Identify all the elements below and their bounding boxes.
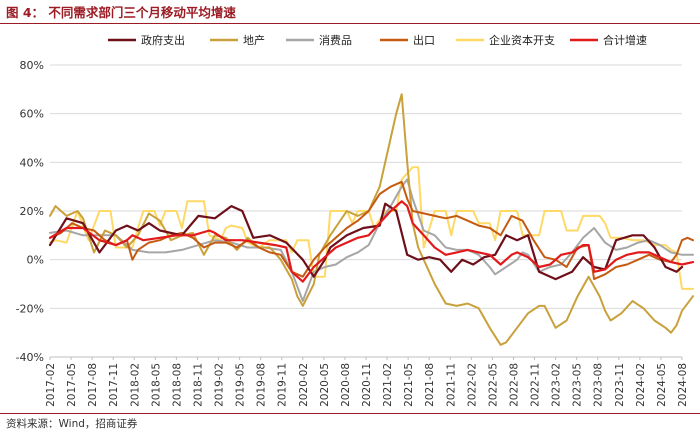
series-lines (48, 93, 695, 346)
x-tick-label: 2017-08 (87, 363, 99, 407)
x-axis: 2017-02 2017-05 2017-08 2017-11 2018-02 2018-… (45, 356, 689, 407)
x-tick-label: 2017-11 (108, 363, 120, 407)
y-tick-label: 40% (20, 156, 44, 169)
figure-title: 图 4： 不同需求部门三个月移动平均增速 (6, 5, 236, 20)
x-tick-label: 2023-05 (572, 363, 584, 407)
y-tick-label: -20% (16, 302, 44, 315)
x-tick-label: 2021-05 (403, 363, 415, 407)
x-tick-label: 2017-05 (66, 363, 78, 407)
x-tick-label: 2023-02 (551, 363, 563, 407)
x-tick-label: 2020-05 (319, 363, 331, 407)
x-tick-label: 2024-05 (656, 363, 668, 407)
legend-label: 出口 (413, 33, 435, 47)
series-line (48, 200, 695, 283)
x-tick-label: 2024-08 (677, 363, 689, 407)
x-tick-label: 2020-08 (340, 363, 352, 407)
series-line (49, 180, 694, 281)
series-line (49, 93, 694, 346)
x-tick-label: 2021-08 (424, 363, 436, 407)
footer-rule (0, 413, 700, 414)
x-tick-label: 2023-11 (614, 363, 626, 407)
y-tick-label: 60% (20, 108, 44, 121)
x-tick-label: 2021-02 (382, 363, 394, 407)
x-tick-label: 2022-08 (508, 363, 520, 407)
x-tick-label: 2019-02 (214, 363, 226, 407)
legend-label: 消费品 (319, 33, 352, 47)
x-tick-label: 2018-05 (150, 363, 162, 407)
x-tick-label: 2019-08 (256, 363, 268, 407)
x-tick-label: 2018-08 (171, 363, 183, 407)
x-tick-label: 2022-05 (487, 363, 499, 407)
x-tick-label: 2022-11 (530, 363, 542, 407)
x-tick-label: 2018-02 (129, 363, 141, 407)
x-tick-label: 2023-08 (593, 363, 605, 407)
y-tick-label: -40% (16, 351, 44, 364)
x-tick-label: 2017-02 (45, 363, 57, 407)
title-rule (0, 23, 700, 24)
legend-label: 政府支出 (141, 33, 185, 47)
y-tick-label: 20% (20, 205, 44, 218)
legend-label: 企业资本开支 (489, 33, 555, 47)
x-tick-label: 2019-05 (235, 363, 247, 407)
legend-label: 合计增速 (603, 33, 647, 47)
x-tick-label: 2021-11 (445, 363, 457, 407)
x-tick-label: 2020-11 (361, 363, 373, 407)
legend-label: 地产 (243, 33, 265, 47)
series-line (48, 202, 684, 281)
y-tick-label: 80% (20, 59, 44, 72)
x-tick-label: 2020-02 (298, 363, 310, 407)
x-tick-label: 2024-02 (635, 363, 647, 407)
x-tick-label: 2019-11 (277, 363, 289, 407)
chart-legend: 政府支出 地产 消费品 出口 企业资本开支 合计增速 (108, 33, 647, 47)
y-tick-label: 0% (27, 254, 44, 267)
x-tick-label: 2018-11 (192, 363, 204, 407)
x-tick-label: 2022-02 (466, 363, 478, 407)
source-note: 资料来源：Wind，招商证券 (6, 418, 138, 430)
